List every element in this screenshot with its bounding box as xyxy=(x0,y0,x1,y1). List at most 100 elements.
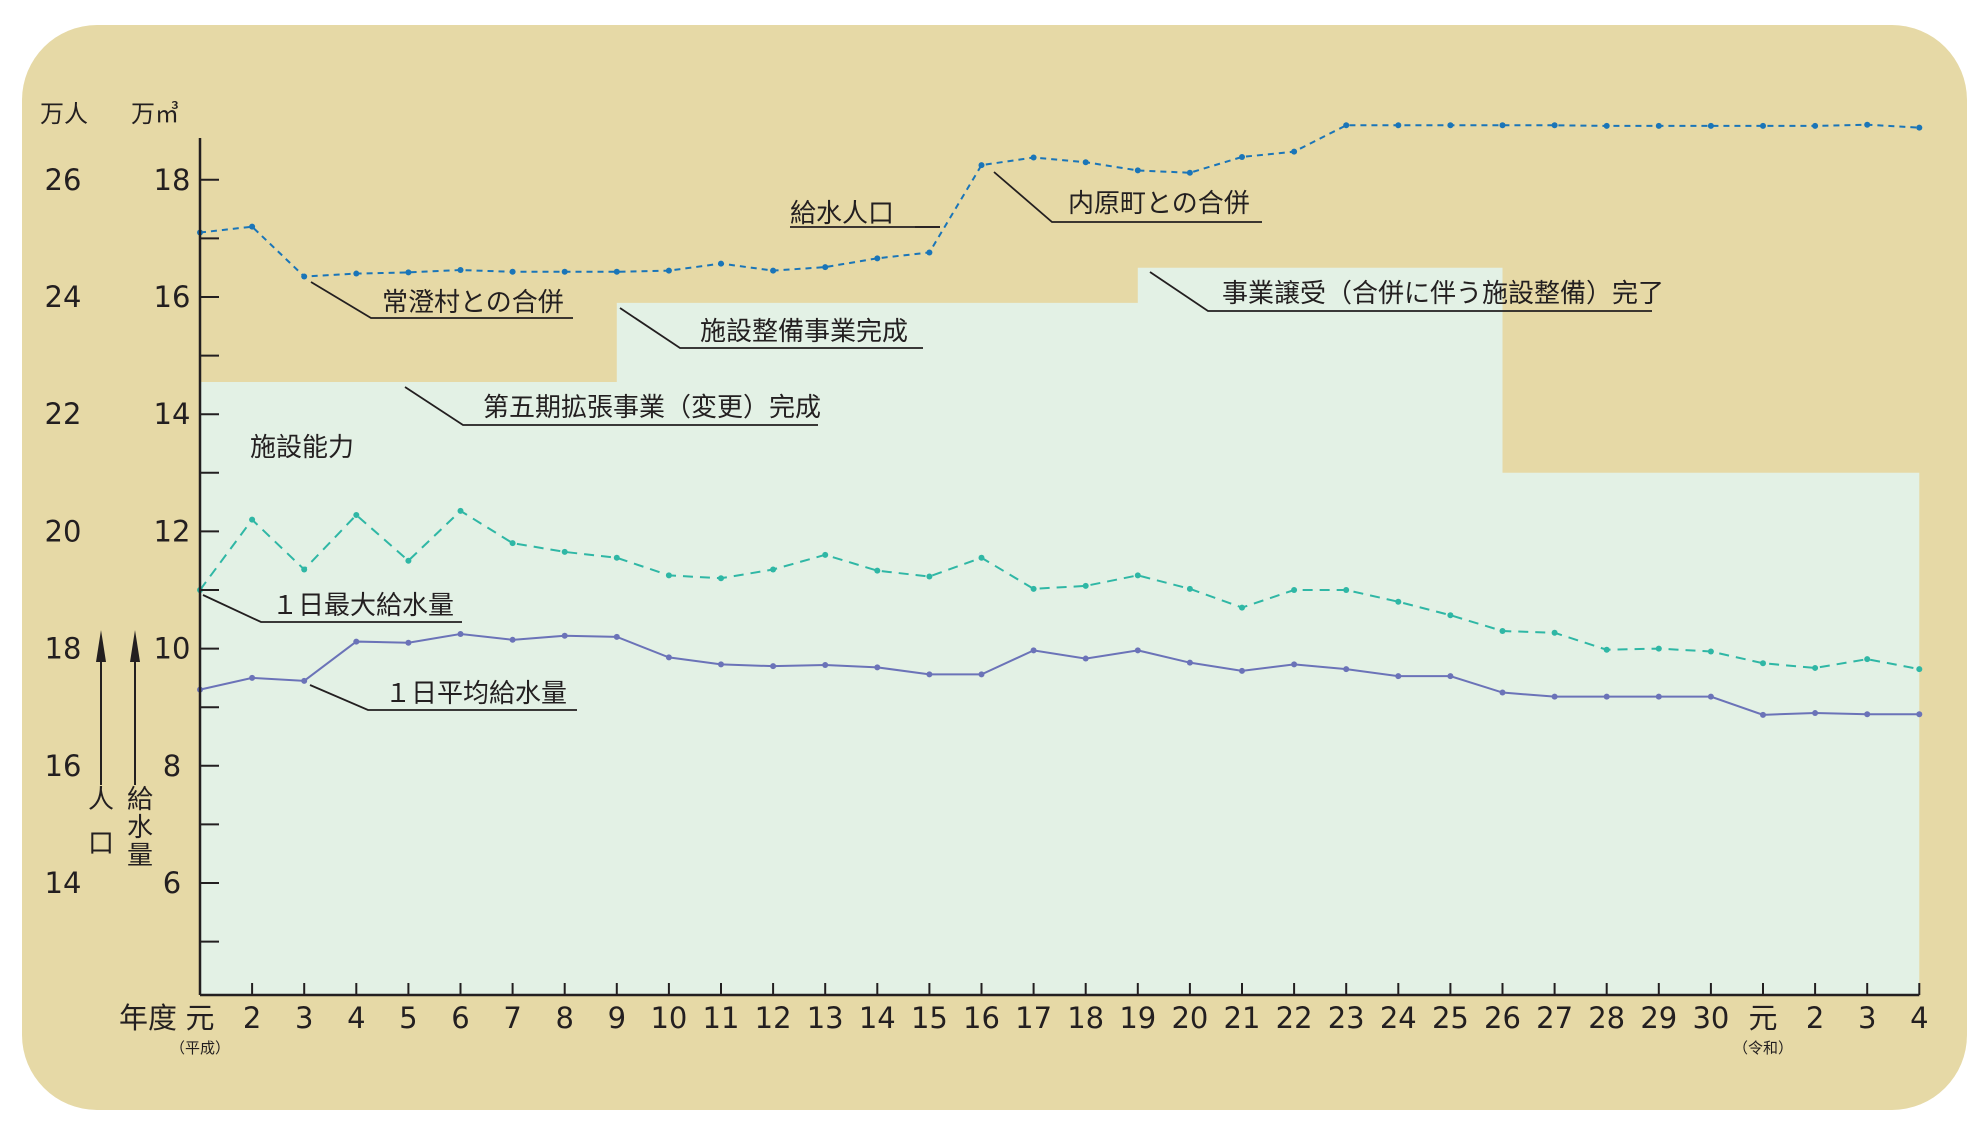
right-axis-tick-label: 14 xyxy=(154,397,191,431)
x-tick-label: 元 xyxy=(1748,1001,1777,1035)
annotations-layer xyxy=(202,171,1652,711)
annotation-leader-7 xyxy=(309,684,577,711)
series-1-point-6 xyxy=(509,540,516,547)
series-1-point-24 xyxy=(1447,612,1454,619)
series-2-point-1 xyxy=(249,674,256,681)
series-0-point-5 xyxy=(457,267,464,274)
series-0-point-4 xyxy=(405,269,412,276)
annotation-leader-2 xyxy=(310,281,573,319)
series-1-point-15 xyxy=(978,554,985,561)
series-0-point-18 xyxy=(1134,167,1141,174)
right-axis-tick-label: 6 xyxy=(163,866,181,900)
series-0-point-25 xyxy=(1499,122,1506,129)
series-0-point-15 xyxy=(978,162,985,169)
annotation-leader-4 xyxy=(1149,271,1652,312)
annotation-label: 内原町との合併 xyxy=(1068,189,1250,219)
x-tick-label: 8 xyxy=(555,1001,573,1035)
series-0-point-8 xyxy=(613,268,620,275)
x-tick-label: 22 xyxy=(1276,1001,1313,1035)
series-0-point-26 xyxy=(1551,122,1558,129)
series-1-point-26 xyxy=(1551,629,1558,636)
annotation-label: 施設整備事業完成 xyxy=(700,317,908,347)
x-tick-label: 17 xyxy=(1015,1001,1052,1035)
series-1-point-31 xyxy=(1812,664,1819,671)
series-2-point-14 xyxy=(926,671,933,678)
annotation-label: 給水人口 xyxy=(790,199,894,229)
series-2-point-29 xyxy=(1707,693,1714,700)
annotation-label: 事業譲受（合併に伴う施設整備）完了 xyxy=(1222,279,1664,309)
series-1-point-18 xyxy=(1134,572,1141,579)
capacity-area xyxy=(200,267,1920,995)
series-1-point-8 xyxy=(613,554,620,561)
series-2-point-26 xyxy=(1551,693,1558,700)
series-2-point-27 xyxy=(1603,693,1610,700)
x-tick-label: 20 xyxy=(1171,1001,1208,1035)
left-axis-tick-label: 26 xyxy=(45,163,82,197)
series-2-point-15 xyxy=(978,671,985,678)
series-0-point-9 xyxy=(665,267,672,274)
x-tick-label: 12 xyxy=(755,1001,792,1035)
series-1-point-4 xyxy=(405,557,412,564)
series-1-point-30 xyxy=(1760,660,1766,667)
series-2-point-21 xyxy=(1291,661,1298,668)
series-1-point-11 xyxy=(770,566,777,573)
series-2-point-25 xyxy=(1499,689,1506,696)
series-0-point-31 xyxy=(1812,122,1819,129)
x-tick-label: 24 xyxy=(1380,1001,1417,1035)
series-0-point-16 xyxy=(1030,154,1037,161)
series-0-point-17 xyxy=(1082,159,1089,166)
annotation-leader-5 xyxy=(404,386,818,426)
series-0-point-23 xyxy=(1395,122,1402,129)
right-axis-tick-label: 10 xyxy=(154,632,191,666)
supply-axis-label: 水 xyxy=(127,813,153,843)
right-axis-tick-label: 12 xyxy=(154,514,191,548)
series-2-point-10 xyxy=(718,661,724,668)
x-tick-label: 25 xyxy=(1432,1001,1469,1035)
series-2-point-8 xyxy=(613,633,620,640)
series-0-point-30 xyxy=(1760,122,1766,129)
series-2-point-9 xyxy=(665,654,672,661)
era-label: （平成） xyxy=(170,1039,230,1057)
series-1-point-5 xyxy=(457,507,464,514)
series-2-point-30 xyxy=(1760,711,1766,718)
series-0-point-7 xyxy=(561,268,568,275)
series-1-point-2 xyxy=(301,566,308,573)
series-1-point-32 xyxy=(1864,656,1871,663)
x-tick-label: 2 xyxy=(243,1001,261,1035)
series-0-point-3 xyxy=(353,270,360,277)
left-axis-tick-label: 14 xyxy=(45,866,82,900)
era-label: （令和） xyxy=(1733,1039,1793,1057)
series-1-point-20 xyxy=(1239,604,1245,611)
series-1-point-19 xyxy=(1186,585,1193,592)
annotation-leader-1 xyxy=(993,171,1262,223)
x-tick-label: 26 xyxy=(1484,1001,1521,1035)
series-0-point-20 xyxy=(1239,153,1245,160)
x-tick-label: 6 xyxy=(451,1001,469,1035)
series-1-point-22 xyxy=(1343,587,1350,593)
annotation-label: 常澄村との合併 xyxy=(382,288,564,318)
series-1-point-1 xyxy=(249,516,256,523)
axes-layer xyxy=(96,138,1921,997)
series-1-point-17 xyxy=(1082,582,1089,589)
supply-axis-label: 量 xyxy=(127,841,153,871)
x-tick-label: 14 xyxy=(859,1001,896,1035)
series-2-point-31 xyxy=(1812,710,1819,717)
annotation-label: １日平均給水量 xyxy=(385,679,567,709)
series-1-point-9 xyxy=(665,572,672,579)
series-2-point-2 xyxy=(301,677,308,684)
series-1-point-33 xyxy=(1916,666,1923,673)
population-axis-label: 人 xyxy=(88,785,114,815)
x-tick-label: 7 xyxy=(503,1001,521,1035)
annotation-label: 第五期拡張事業（変更）完成 xyxy=(483,393,821,423)
supply-arrow-head xyxy=(130,630,140,662)
left-axis-unit: 万人 xyxy=(40,100,88,128)
series-2-point-22 xyxy=(1343,666,1350,673)
x-tick-label: 23 xyxy=(1328,1001,1365,1035)
series-2-point-23 xyxy=(1395,673,1402,680)
capacity-label: 施設能力 xyxy=(250,433,354,463)
x-tick-label: 5 xyxy=(399,1001,417,1035)
series-1-point-3 xyxy=(353,511,360,518)
left-axis-tick-label: 16 xyxy=(45,749,82,783)
series-2-point-32 xyxy=(1864,711,1871,718)
